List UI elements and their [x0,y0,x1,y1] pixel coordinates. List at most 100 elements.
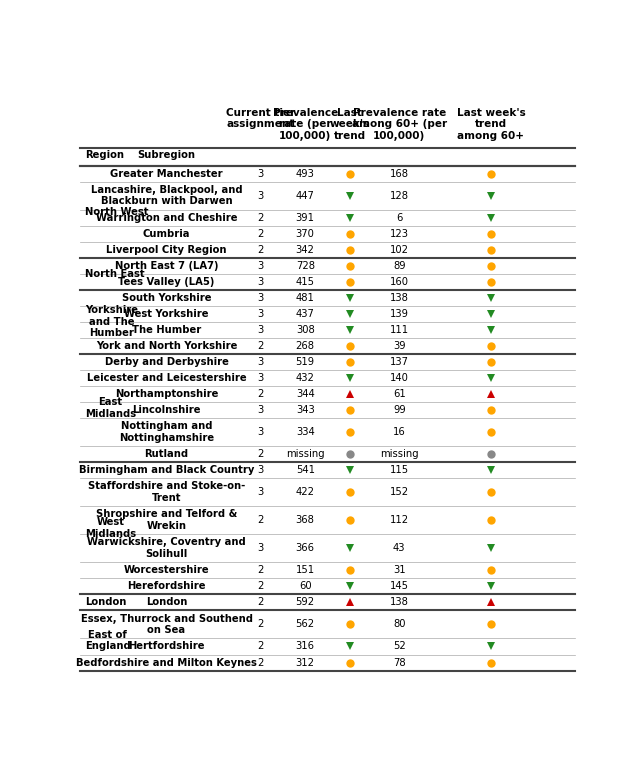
Text: 151: 151 [296,565,315,575]
Text: Prevalence
rate (per
100,000): Prevalence rate (per 100,000) [273,108,338,141]
Text: Warwickshire, Coventry and
Solihull: Warwickshire, Coventry and Solihull [87,537,246,559]
Text: 60: 60 [299,581,312,591]
Text: The Humber: The Humber [132,325,201,335]
Text: Staffordshire and Stoke-on-
Trent: Staffordshire and Stoke-on- Trent [88,481,245,503]
Text: London: London [85,597,126,607]
Text: Lancashire, Blackpool, and
Blackburn with Darwen: Lancashire, Blackpool, and Blackburn wit… [91,185,242,207]
Text: 2: 2 [258,581,264,591]
Text: 138: 138 [390,597,409,607]
Text: Subregion: Subregion [137,150,196,160]
Text: Hertfordshire: Hertfordshire [128,641,204,651]
Text: Nottingham and
Nottinghamshire: Nottingham and Nottinghamshire [119,421,214,443]
Text: Rutland: Rutland [144,449,189,459]
Text: 61: 61 [393,389,406,399]
Text: Tees Valley (LA5): Tees Valley (LA5) [118,277,215,287]
Text: 3: 3 [258,405,264,415]
Text: 39: 39 [393,341,406,351]
Text: Liverpool City Region: Liverpool City Region [106,245,227,255]
Text: 89: 89 [393,261,406,271]
Text: 2: 2 [258,389,264,399]
Text: Greater Manchester: Greater Manchester [110,169,223,179]
Text: Herefordshire: Herefordshire [127,581,206,591]
Text: 308: 308 [296,325,314,335]
Text: 3: 3 [258,169,264,179]
Text: 312: 312 [296,657,314,667]
Text: Yorkshire
and The
Humber: Yorkshire and The Humber [85,306,138,338]
Text: Cumbria: Cumbria [142,229,190,239]
Text: 168: 168 [390,169,409,179]
Text: West
Midlands: West Midlands [85,518,136,539]
Text: Prevalence rate
among 60+ (per
100,000): Prevalence rate among 60+ (per 100,000) [351,108,447,141]
Text: 2: 2 [258,213,264,223]
Text: Leicester and Leicestershire: Leicester and Leicestershire [87,373,247,383]
Text: Shropshire and Telford &
Wrekin: Shropshire and Telford & Wrekin [96,509,237,531]
Text: Bedfordshire and Milton Keynes: Bedfordshire and Milton Keynes [76,657,257,667]
Text: 541: 541 [296,465,314,475]
Text: 3: 3 [258,465,264,475]
Text: 128: 128 [390,191,409,201]
Text: 6: 6 [396,213,403,223]
Text: 3: 3 [258,427,264,437]
Text: 78: 78 [393,657,406,667]
Text: 139: 139 [390,309,409,319]
Text: 316: 316 [296,641,314,651]
Text: 519: 519 [296,357,315,367]
Text: 3: 3 [258,325,264,335]
Text: 3: 3 [258,487,264,497]
Text: 2: 2 [258,619,264,629]
Text: 43: 43 [393,543,406,553]
Text: 437: 437 [296,309,314,319]
Text: 728: 728 [296,261,314,271]
Text: Northamptonshire: Northamptonshire [115,389,219,399]
Text: 344: 344 [296,389,314,399]
Text: South Yorkshire: South Yorkshire [122,293,212,302]
Text: 370: 370 [296,229,314,239]
Text: 80: 80 [393,619,406,629]
Text: 138: 138 [390,293,409,302]
Text: Essex, Thurrock and Southend
on Sea: Essex, Thurrock and Southend on Sea [81,613,252,635]
Text: East of
England: East of England [85,630,130,651]
Text: 137: 137 [390,357,409,367]
Text: 2: 2 [258,657,264,667]
Text: 123: 123 [390,229,409,239]
Text: 3: 3 [258,293,264,302]
Text: 432: 432 [296,373,314,383]
Text: 2: 2 [258,245,264,255]
Text: 3: 3 [258,357,264,367]
Text: 562: 562 [296,619,315,629]
Text: 31: 31 [393,565,406,575]
Text: missing: missing [286,449,325,459]
Text: 111: 111 [390,325,409,335]
Text: 140: 140 [390,373,409,383]
Text: 112: 112 [390,515,409,525]
Text: 2: 2 [258,449,264,459]
Text: 99: 99 [393,405,406,415]
Text: 115: 115 [390,465,409,475]
Text: Derby and Derbyshire: Derby and Derbyshire [105,357,229,367]
Text: West Yorkshire: West Yorkshire [125,309,209,319]
Text: Lincolnshire: Lincolnshire [132,405,201,415]
Text: 343: 343 [296,405,314,415]
Text: 592: 592 [296,597,315,607]
Text: 2: 2 [258,565,264,575]
Text: 52: 52 [393,641,406,651]
Text: 334: 334 [296,427,314,437]
Text: North West: North West [85,207,148,217]
Text: Last
week's
trend: Last week's trend [330,108,370,141]
Text: 2: 2 [258,641,264,651]
Text: Worcestershire: Worcestershire [124,565,210,575]
Text: London: London [146,597,187,607]
Text: 152: 152 [390,487,409,497]
Text: York and North Yorkshire: York and North Yorkshire [96,341,237,351]
Text: 342: 342 [296,245,314,255]
Text: 160: 160 [390,277,409,287]
Text: 366: 366 [296,543,314,553]
Text: 16: 16 [393,427,406,437]
Text: 447: 447 [296,191,314,201]
Text: 481: 481 [296,293,314,302]
Text: 145: 145 [390,581,409,591]
Text: 2: 2 [258,515,264,525]
Text: missing: missing [380,449,419,459]
Text: North East: North East [85,269,144,279]
Text: 422: 422 [296,487,314,497]
